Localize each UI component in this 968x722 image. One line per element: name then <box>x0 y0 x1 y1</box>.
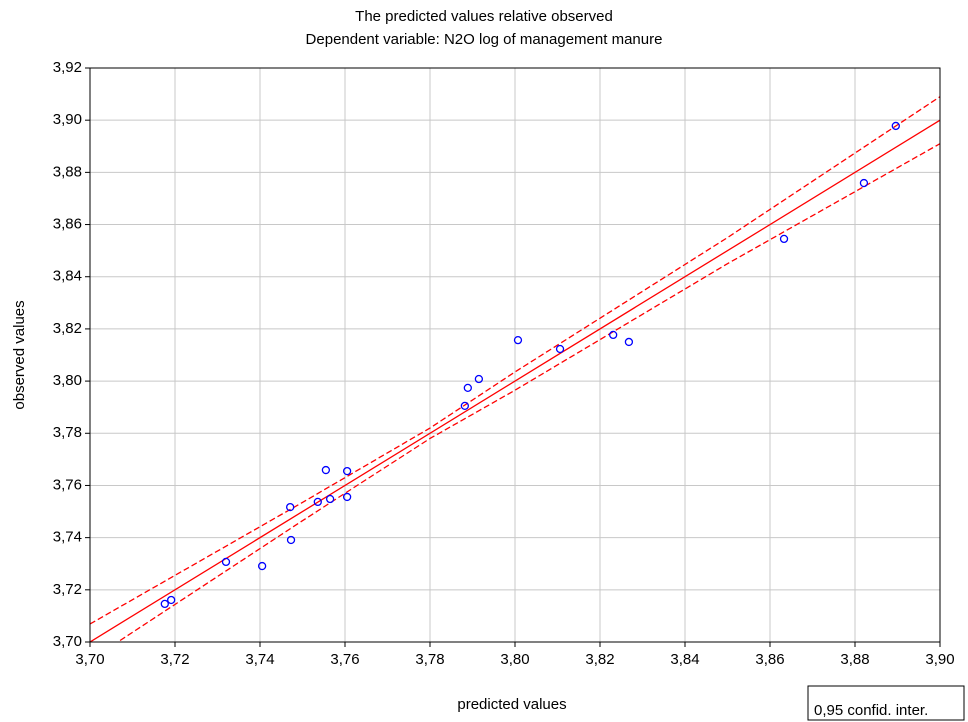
y-tick-label: 3,82 <box>53 320 82 337</box>
confidence-lower <box>116 143 940 642</box>
x-tick-label: 3,82 <box>585 651 614 668</box>
legend-box <box>807 685 965 721</box>
y-tick-label: 3,92 <box>53 59 82 76</box>
y-tick-label: 3,90 <box>53 111 82 128</box>
plot-area <box>90 96 940 642</box>
y-tick-label: 3,80 <box>53 372 82 389</box>
x-tick-label: 3,70 <box>75 651 104 668</box>
point <box>609 330 618 340</box>
point <box>167 595 176 605</box>
point <box>342 492 352 502</box>
point <box>555 344 565 354</box>
point <box>624 337 634 347</box>
plot-frame <box>89 67 941 643</box>
point <box>463 383 472 393</box>
point <box>779 234 789 244</box>
fit-line <box>90 119 940 642</box>
y-tick-label: 3,76 <box>53 476 82 493</box>
y-tick-label: 3,88 <box>53 163 82 180</box>
point <box>474 374 484 384</box>
x-tick-label: 3,86 <box>755 651 784 668</box>
y-tick-label: 3,72 <box>53 581 82 598</box>
point <box>257 561 267 571</box>
x-tick-label: 3,76 <box>330 651 359 668</box>
y-tick-label: 3,74 <box>53 529 82 546</box>
point <box>321 465 331 475</box>
legend-label: 0,95 confid. inter. <box>814 702 928 719</box>
point <box>342 466 352 476</box>
point <box>513 335 523 345</box>
point <box>460 401 470 411</box>
y-axis-label: observed values <box>11 300 28 409</box>
point <box>286 535 296 545</box>
point <box>286 502 295 512</box>
y-tick-label: 3,86 <box>53 216 82 233</box>
x-tick-label: 3,72 <box>160 651 189 668</box>
x-tick-label: 3,90 <box>925 651 954 668</box>
x-tick-label: 3,88 <box>840 651 869 668</box>
y-tick-label: 3,70 <box>53 633 82 650</box>
point <box>859 178 869 188</box>
y-tick-label: 3,84 <box>53 268 82 285</box>
point <box>160 599 169 609</box>
x-axis-label: predicted values <box>457 696 566 713</box>
point <box>313 497 322 507</box>
point <box>221 557 231 567</box>
x-tick-label: 3,80 <box>500 651 529 668</box>
y-tick-label: 3,78 <box>53 424 82 441</box>
point <box>325 494 335 504</box>
point <box>891 121 900 131</box>
chart-subtitle: Dependent variable: N2O log of managemen… <box>306 31 663 48</box>
chart-title: The predicted values relative observed <box>355 8 613 25</box>
confidence-upper <box>90 96 940 625</box>
x-tick-label: 3,84 <box>670 651 699 668</box>
x-tick-label: 3,74 <box>245 651 274 668</box>
x-tick-label: 3,78 <box>415 651 444 668</box>
